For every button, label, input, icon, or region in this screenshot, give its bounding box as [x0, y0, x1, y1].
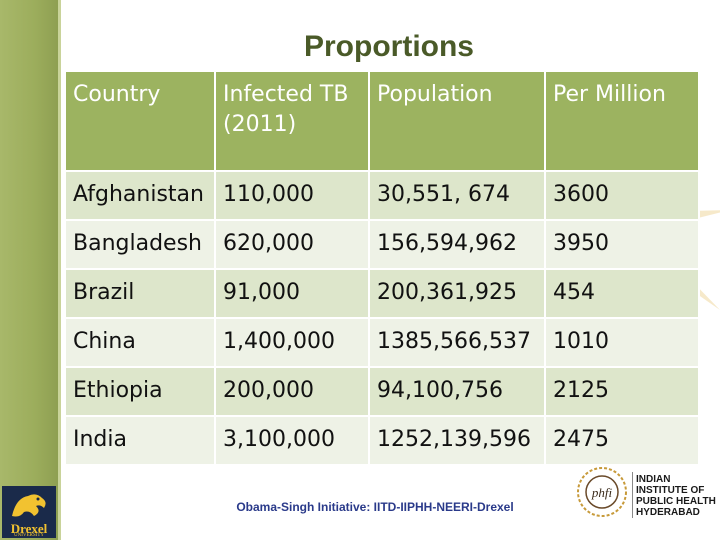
iiph-line: PUBLIC HEALTH: [636, 496, 716, 507]
cell-per-million: 3600: [546, 172, 700, 221]
cell-infected: 110,000: [216, 172, 370, 221]
cell-country: Bangladesh: [66, 221, 216, 270]
table-row: Bangladesh 620,000 156,594,962 3950: [66, 221, 700, 270]
cell-country: China: [66, 319, 216, 368]
cell-country: Afghanistan: [66, 172, 216, 221]
table-header-row: Country Infected TB (2011) Population Pe…: [66, 72, 700, 172]
table-row: China 1,400,000 1385,566,537 1010: [66, 319, 700, 368]
phfi-icon: phfi: [577, 467, 627, 517]
cell-population: 1252,139,596: [370, 417, 546, 466]
footer-caption: Obama-Singh Initiative: IITD-IIPHH-NEERI…: [236, 500, 514, 514]
left-decorative-bar: [0, 0, 58, 540]
cell-country: India: [66, 417, 216, 466]
table-row: India 3,100,000 1252,139,596 2475: [66, 417, 700, 466]
cell-population: 94,100,756: [370, 368, 546, 417]
table-row: Ethiopia 200,000 94,100,756 2125: [66, 368, 700, 417]
cell-country: Ethiopia: [66, 368, 216, 417]
column-header-population: Population: [370, 72, 546, 172]
drexel-logo: Drexel UNIVERSITY: [2, 486, 56, 538]
table-row: Afghanistan 110,000 30,551, 674 3600: [66, 172, 700, 221]
cell-country: Brazil: [66, 270, 216, 319]
cell-per-million: 1010: [546, 319, 700, 368]
iiph-line: INDIAN: [636, 474, 671, 485]
iiph-line: INSTITUTE OF: [636, 485, 705, 496]
cell-infected: 200,000: [216, 368, 370, 417]
cell-infected: 1,400,000: [216, 319, 370, 368]
drexel-wordmark: Drexel: [10, 521, 48, 536]
cell-population: 30,551, 674: [370, 172, 546, 221]
column-header-per-million: Per Million: [546, 72, 700, 172]
cell-population: 156,594,962: [370, 221, 546, 270]
dragon-icon: [12, 494, 46, 517]
cell-population: 1385,566,537: [370, 319, 546, 368]
table-row: Brazil 91,000 200,361,925 454: [66, 270, 700, 319]
iiph-line: HYDERABAD: [636, 507, 700, 518]
cell-population: 200,361,925: [370, 270, 546, 319]
column-header-country: Country: [66, 72, 216, 172]
cell-infected: 620,000: [216, 221, 370, 270]
svg-text:phfi: phfi: [591, 485, 613, 500]
iiph-logo-text: INDIAN INSTITUTE OF PUBLIC HEALTH HYDERA…: [636, 474, 718, 518]
cell-per-million: 2475: [546, 417, 700, 466]
drexel-subline: UNIVERSITY: [14, 533, 44, 538]
tb-proportions-table: Country Infected TB (2011) Population Pe…: [66, 72, 700, 466]
page-title: Proportions: [304, 30, 474, 63]
cell-infected: 3,100,000: [216, 417, 370, 466]
cell-per-million: 3950: [546, 221, 700, 270]
cell-per-million: 2125: [546, 368, 700, 417]
cell-infected: 91,000: [216, 270, 370, 319]
left-bar-edge: [58, 0, 61, 540]
column-header-infected: Infected TB (2011): [216, 72, 370, 172]
cell-per-million: 454: [546, 270, 700, 319]
logo-divider: [632, 472, 633, 518]
